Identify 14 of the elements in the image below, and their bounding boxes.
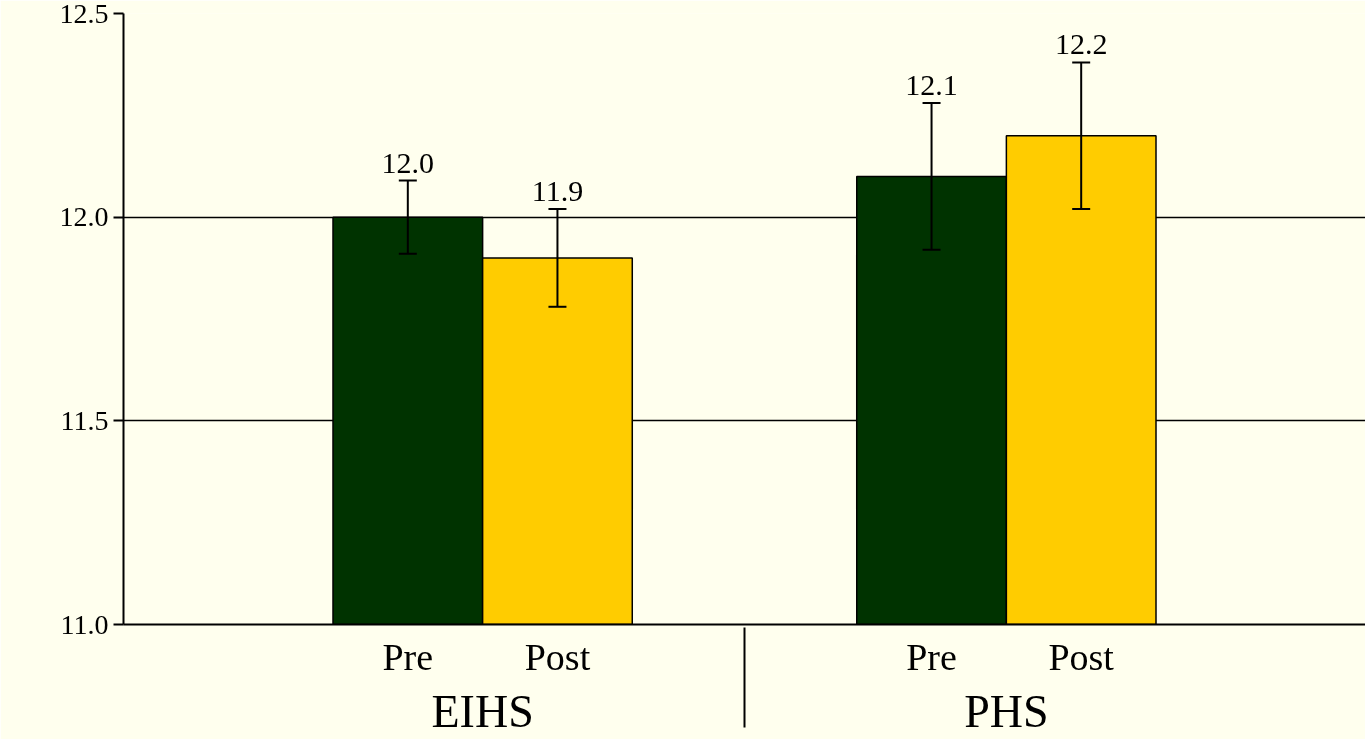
- text: Post: [1048, 635, 1114, 678]
- y-tick-label: 11.5: [60, 404, 109, 436]
- y-tick-label: 11.0: [60, 608, 109, 640]
- text: Pre: [906, 635, 957, 678]
- y-tick-label: 12.5: [59, 0, 109, 29]
- data-label: 12.2: [1054, 27, 1108, 61]
- series-label: Pre: [382, 635, 434, 678]
- x-tick-label: PHS: [964, 685, 1049, 737]
- series-label: Post: [524, 635, 591, 678]
- data-label: 12.0: [381, 145, 435, 179]
- data-label: 12.1: [905, 68, 958, 102]
- y-tick-label: 12.0: [59, 201, 109, 233]
- data-label: 11.9: [531, 174, 584, 208]
- x-tick-label: EIHS: [431, 685, 534, 737]
